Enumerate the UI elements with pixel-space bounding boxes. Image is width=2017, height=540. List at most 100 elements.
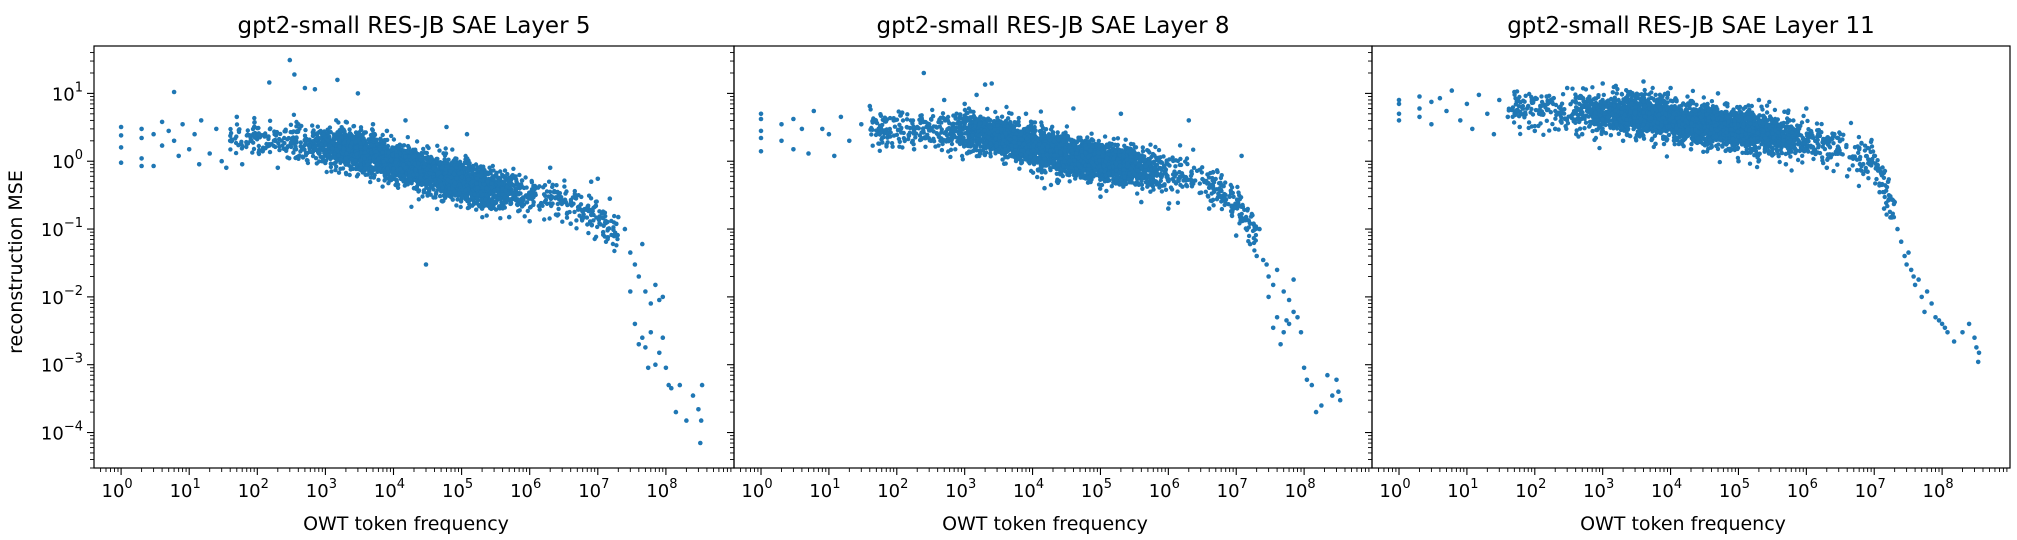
data-point [636,274,642,279]
y-axis-label: reconstruction MSE [5,170,27,354]
data-point [628,250,633,255]
data-point [342,139,347,145]
data-point [362,146,368,151]
data-point [560,219,565,224]
data-point [139,135,144,141]
data-point [344,151,349,156]
data-point [660,294,666,300]
data-point [485,179,490,184]
data-point [228,126,233,132]
data-point [454,176,459,181]
data-point [410,154,416,160]
data-point [684,418,689,423]
data-point [413,167,418,172]
data-point [390,146,396,152]
data-point [586,230,591,236]
data-point [346,147,352,152]
data-point [461,180,467,185]
data-point [564,189,569,194]
data-point [612,248,617,254]
data-point [159,119,165,125]
data-point [366,137,371,142]
data-point [330,140,335,145]
data-point [251,140,256,145]
data-point [666,382,671,388]
data-point [245,128,250,133]
data-point [474,176,480,181]
data-point [500,186,505,191]
data-point [515,183,520,188]
data-point [454,203,459,208]
data-point [470,170,475,175]
data-point [615,236,620,242]
data-point [351,123,357,129]
data-point [593,203,599,208]
data-point [517,172,522,178]
data-point [376,177,381,183]
point-cloud [758,70,1343,415]
data-point [267,126,273,132]
data-point [395,185,401,190]
data-point [1175,189,1180,194]
data-point [452,159,457,164]
data-point [340,166,346,171]
data-point [437,193,443,199]
data-point [547,165,553,171]
data-point [595,176,601,182]
data-point [470,179,475,184]
data-point [441,151,446,156]
data-point [648,330,654,335]
data-point [384,128,390,134]
data-point [464,131,470,137]
data-point [1148,142,1153,147]
data-point [457,182,462,187]
data-point [388,176,394,181]
data-point [291,150,296,155]
data-point [533,191,538,196]
data-point [267,143,272,148]
data-point [514,186,519,192]
data-point [335,77,340,83]
data-point [690,393,696,398]
data-point [383,175,388,180]
data-point [480,215,485,220]
data-point [467,161,472,166]
data-point [906,136,911,142]
data-point [416,182,421,187]
data-point [287,57,293,63]
data-point [303,127,308,133]
data-point [236,143,241,148]
data-point [401,174,407,179]
data-point [118,145,124,150]
data-point [314,161,319,166]
data-point [593,234,599,239]
data-point [337,144,342,149]
data-point [442,189,447,194]
data-point [347,127,352,132]
data-point [889,141,895,146]
data-point [326,153,331,158]
data-point [513,195,518,201]
data-point [550,184,555,190]
data-point [484,185,489,191]
data-point [600,215,605,220]
data-point [402,183,407,188]
data-point [880,135,885,141]
data-point [425,144,430,149]
data-point [333,132,338,138]
data-point [292,72,297,77]
data-point [425,166,430,172]
data-point [876,141,881,146]
data-point [350,136,355,141]
data-point [442,157,447,162]
data-point [337,138,342,144]
data-point [362,150,368,155]
data-point [388,157,394,163]
data-point [428,158,433,163]
data-point [612,233,618,238]
data-point [543,197,549,203]
data-point [580,209,585,214]
data-point [900,118,906,123]
data-point [394,179,399,184]
data-point [476,165,481,170]
